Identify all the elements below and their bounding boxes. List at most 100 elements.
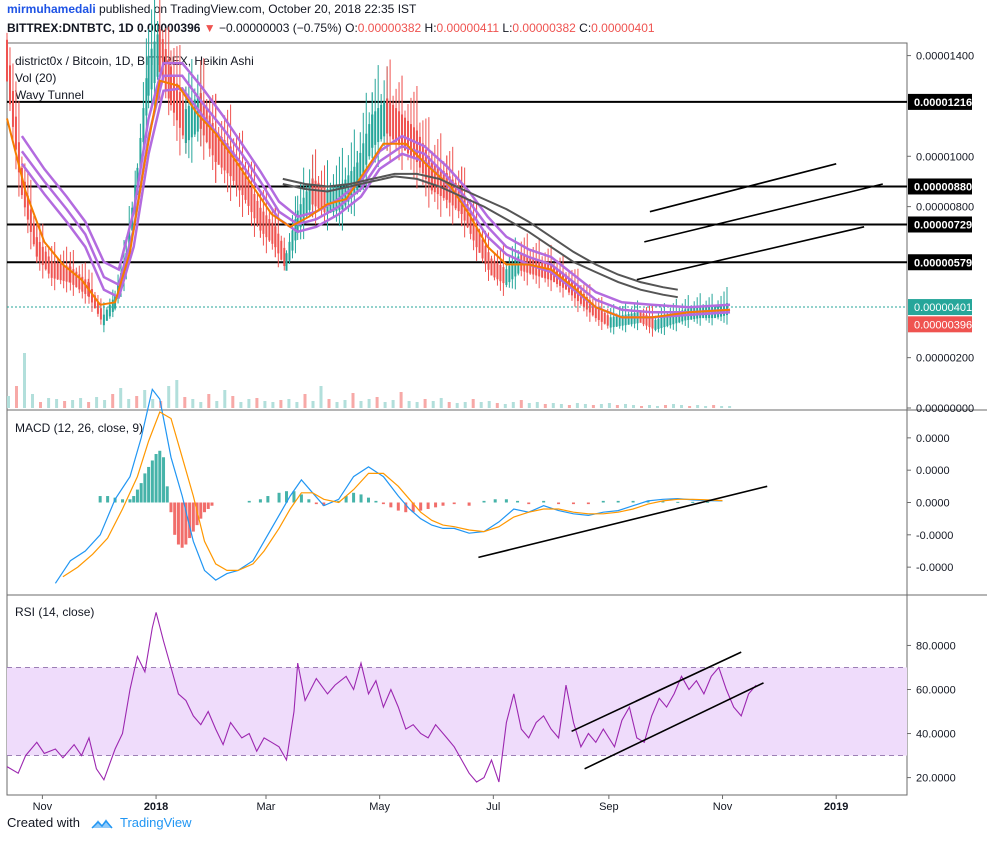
volume-bar <box>535 402 539 408</box>
macd-histogram-bar <box>452 502 456 505</box>
candle-body <box>265 215 268 238</box>
candle-body <box>415 130 418 162</box>
candle-body <box>250 187 253 213</box>
macd-histogram-bar <box>441 502 445 506</box>
rsi-axis-label: 40.0000 <box>916 729 956 741</box>
volume-bar <box>55 399 59 408</box>
volume-bar <box>71 400 75 408</box>
candle-body <box>627 314 630 325</box>
candle-body <box>302 197 305 222</box>
volume-bar <box>632 405 635 408</box>
volume-bar <box>495 403 499 408</box>
volume-bar <box>47 398 51 408</box>
candle-body <box>142 108 145 143</box>
candle-body <box>374 111 377 145</box>
volume-bar <box>359 401 363 408</box>
time-axis-label: 2018 <box>144 801 168 813</box>
level-label: 0.00000729 <box>914 219 972 231</box>
candle-body <box>6 39 8 82</box>
candle-body <box>484 245 487 265</box>
candle-body <box>164 49 167 90</box>
macd-histogram-bar <box>203 502 207 513</box>
wavy-tunnel-line <box>20 61 731 309</box>
volume-bar <box>327 399 331 408</box>
volume-bar <box>599 404 603 408</box>
wavy-tunnel-line <box>20 86 731 319</box>
rsi-line <box>6 612 757 783</box>
macd-histogram-bar <box>188 502 192 539</box>
candle-body <box>102 314 105 326</box>
volume-bar <box>463 402 467 408</box>
candle-body <box>618 315 621 327</box>
low-value: 0.00000382 <box>512 21 576 35</box>
macd-histogram-bar <box>631 500 635 503</box>
candle-body <box>311 178 314 205</box>
price-label: 0.00000396 <box>914 319 972 331</box>
candle-body <box>591 303 594 316</box>
macd-histogram-bar <box>121 499 125 503</box>
candle-body <box>29 209 32 232</box>
candle-body <box>305 191 308 216</box>
macd-histogram-bar <box>165 486 169 503</box>
macd-histogram-bar <box>366 497 370 503</box>
candle-body <box>445 173 448 200</box>
macd-histogram-bar <box>482 500 486 503</box>
macd-histogram-bar <box>98 496 102 503</box>
candle-body <box>8 65 11 105</box>
volume-bar <box>351 393 355 408</box>
candle-body <box>404 117 407 151</box>
candle-body <box>401 114 404 148</box>
slow-ma-line <box>282 172 678 291</box>
candle-body <box>90 288 93 303</box>
close-label: C: <box>579 21 592 35</box>
volume-bar <box>367 399 371 408</box>
macd-histogram-bar <box>143 473 147 503</box>
signal-line <box>62 411 723 578</box>
username[interactable]: mirmuhamedali <box>7 2 96 16</box>
candle-body <box>600 310 603 322</box>
macd-axis-label: 0.0000 <box>916 465 950 477</box>
rsi-axis-label: 80.0000 <box>916 640 956 652</box>
candle-body <box>356 162 359 191</box>
volume-bar <box>696 405 700 408</box>
candle-body <box>47 256 50 274</box>
volume-bar <box>199 402 203 408</box>
candle-body <box>156 34 159 77</box>
volume-bar <box>640 406 643 408</box>
candle-body <box>332 187 335 213</box>
candle-body <box>232 151 235 181</box>
candle-body <box>406 120 409 154</box>
volume-bar <box>303 394 307 408</box>
candle-body <box>38 242 41 261</box>
volume-bar <box>471 399 475 408</box>
volume-bar <box>247 399 251 408</box>
macd-histogram-bar <box>344 496 348 503</box>
trendline <box>636 226 865 281</box>
candle-body <box>609 317 612 328</box>
main-title: district0x / Bitcoin, 1D, BITTREX, Heiki… <box>15 54 254 68</box>
candle-body <box>84 279 87 294</box>
candle-body <box>69 266 72 283</box>
candle-body <box>167 58 170 99</box>
macd-histogram-bar <box>616 500 620 503</box>
candle-body <box>475 226 478 248</box>
time-axis-label: May <box>369 801 390 813</box>
candle-body <box>499 264 502 282</box>
candle-body <box>389 101 392 137</box>
tradingview-brand[interactable]: TradingView <box>119 815 192 830</box>
rsi-trendline <box>584 682 764 770</box>
volume-bar <box>503 404 507 408</box>
footer: Created with TradingView <box>7 815 192 830</box>
macd-histogram-bar <box>162 457 166 503</box>
volume-bar <box>215 401 219 408</box>
candle-body <box>105 309 108 321</box>
volume-bar <box>95 397 99 408</box>
volume-bar <box>335 402 339 408</box>
macd-histogram-bar <box>285 491 289 503</box>
macd-histogram-bar <box>266 496 270 503</box>
volume-bar <box>295 402 299 408</box>
candle-body <box>386 98 389 134</box>
candle-body <box>56 262 59 280</box>
candle-body <box>20 167 23 196</box>
